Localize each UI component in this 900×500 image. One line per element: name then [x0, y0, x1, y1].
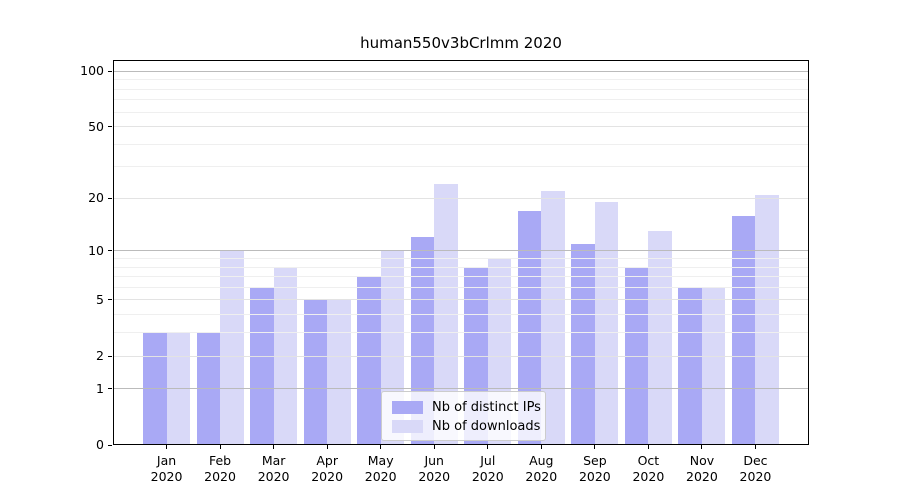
gridline: [113, 276, 809, 278]
bar-distinct-ips: [517, 210, 542, 445]
legend-label-downloads: Nb of downloads: [432, 419, 541, 434]
gridline: [113, 111, 809, 113]
legend-swatch-downloads: [392, 420, 423, 433]
gridline: [113, 88, 809, 90]
gridline: [113, 126, 809, 128]
x-tick-mark: [647, 445, 649, 449]
bar-distinct-ips: [357, 276, 381, 445]
gridline: [113, 314, 809, 316]
x-tick-label: Mar 2020: [257, 453, 290, 484]
x-tick-label: Feb 2020: [204, 453, 236, 484]
x-tick-mark: [433, 445, 435, 449]
gridline: [113, 143, 809, 145]
bar-downloads: [541, 191, 565, 445]
gridline: [113, 388, 809, 390]
x-tick-label: May 2020: [364, 453, 397, 484]
bar-distinct-ips: [731, 215, 756, 445]
x-tick-label: Oct 2020: [632, 453, 665, 484]
x-tick-label: Jan 2020: [150, 453, 183, 484]
y-tick-label: 0: [96, 437, 104, 452]
y-tick-mark: [108, 126, 112, 128]
y-tick-label: 1: [96, 380, 104, 396]
x-tick-mark: [273, 445, 275, 449]
plot-area: [113, 60, 809, 445]
bar-distinct-ips: [303, 299, 328, 445]
x-tick-label: Apr 2020: [311, 453, 344, 484]
x-tick-mark: [380, 445, 382, 449]
gridline: [113, 286, 809, 288]
x-tick-mark: [594, 445, 596, 449]
gridline: [113, 79, 809, 81]
bar-distinct-ips: [250, 287, 274, 445]
y-tick-mark: [108, 444, 112, 446]
gridline: [113, 299, 809, 301]
legend-label-ips: Nb of distinct IPs: [432, 400, 541, 415]
x-tick-label: Nov 2020: [686, 453, 718, 484]
bar-downloads: [648, 231, 672, 445]
gridline: [113, 197, 809, 199]
gridline: [113, 266, 809, 268]
chart-title: human550v3bCrlmm 2020: [360, 34, 562, 52]
gridline: [113, 250, 809, 252]
y-tick-mark: [108, 70, 112, 72]
legend: Nb of distinct IPs Nb of downloads: [381, 391, 546, 441]
gridline: [113, 166, 809, 168]
x-tick-mark: [487, 445, 489, 449]
x-tick-mark: [701, 445, 703, 449]
y-tick-mark: [108, 388, 112, 390]
x-tick-mark: [219, 445, 221, 449]
y-tick-label: 10: [88, 242, 104, 258]
x-tick-label: Dec 2020: [739, 453, 772, 484]
y-tick-mark: [108, 299, 112, 301]
gridline: [113, 355, 809, 357]
legend-item-distinct-ips: Nb of distinct IPs: [382, 398, 545, 417]
bar-distinct-ips: [571, 243, 595, 445]
y-tick-label: 50: [88, 118, 104, 134]
x-tick-label: Sep 2020: [578, 453, 611, 484]
x-tick-mark: [326, 445, 328, 449]
x-tick-label: Jun 2020: [418, 453, 451, 484]
bar-downloads: [594, 202, 619, 445]
y-tick-label: 2: [96, 348, 104, 364]
bar-downloads: [701, 287, 726, 445]
y-tick-label: 20: [88, 190, 104, 206]
x-tick-mark: [754, 445, 756, 449]
x-tick-mark: [166, 445, 168, 449]
y-tick-mark: [108, 197, 112, 199]
bar-downloads: [220, 250, 244, 445]
bar-distinct-ips: [678, 287, 702, 445]
gridline: [113, 258, 809, 259]
legend-swatch-ips: [392, 401, 423, 414]
x-tick-label: Aug 2020: [525, 453, 558, 484]
bar-downloads: [327, 299, 351, 445]
y-tick-label: 5: [96, 291, 104, 307]
gridline: [113, 99, 809, 101]
bar-downloads: [755, 194, 779, 445]
y-tick-label: 100: [80, 63, 104, 79]
y-tick-mark: [108, 250, 112, 252]
gridline: [113, 70, 809, 72]
gridline: [113, 332, 809, 334]
x-tick-mark: [540, 445, 542, 449]
legend-item-downloads: Nb of downloads: [382, 417, 545, 436]
y-tick-mark: [108, 355, 112, 357]
x-tick-label: Jul 2020: [471, 453, 504, 484]
